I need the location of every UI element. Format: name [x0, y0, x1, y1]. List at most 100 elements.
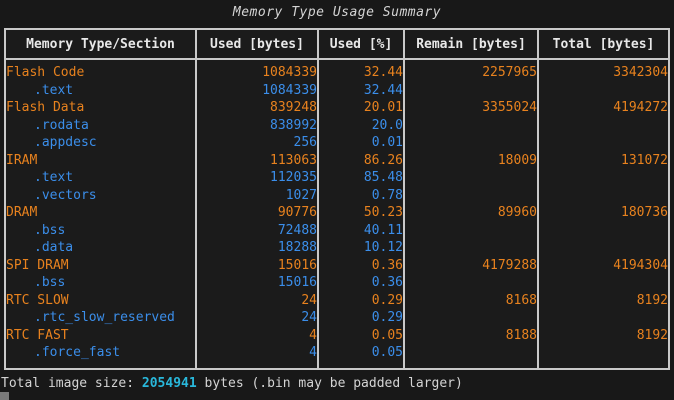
- pct-cell: 0.36: [317, 256, 405, 274]
- pct-cell: 0.01: [317, 134, 405, 152]
- remain-cell: [403, 134, 539, 152]
- remain-cell: 8188: [403, 326, 539, 344]
- pct-cell: 10.12: [317, 239, 405, 257]
- used-cell: 24: [195, 309, 319, 327]
- label-cell: Flash Code: [4, 59, 197, 82]
- pct-cell: 20.0: [317, 116, 405, 134]
- used-cell: 18288: [195, 239, 319, 257]
- used-cell: 838992: [195, 116, 319, 134]
- used-cell: 112035: [195, 169, 319, 187]
- pct-cell: 85.48: [317, 169, 405, 187]
- total-cell: 3342304: [537, 59, 670, 82]
- pct-cell: 86.26: [317, 151, 405, 169]
- total-image-size-line: Total image size: 2054941 bytes (.bin ma…: [0, 376, 674, 391]
- terminal-cursor: [0, 392, 9, 400]
- table-row: Flash Code 1084339 32.44 2257965 3342304: [4, 59, 670, 82]
- pct-cell: 0.36: [317, 274, 405, 292]
- pct-cell: 40.11: [317, 221, 405, 239]
- table-header-row: Memory Type/Section Used [bytes] Used [%…: [4, 28, 670, 60]
- header-total-bytes: Total [bytes]: [537, 28, 670, 60]
- used-cell: 90776: [195, 204, 319, 222]
- table-row: Flash Data 839248 20.01 3355024 4194272: [4, 99, 670, 117]
- remain-cell: [403, 186, 539, 204]
- pct-cell: 0.29: [317, 309, 405, 327]
- pct-cell: 0.05: [317, 326, 405, 344]
- table-row: .force_fast 4 0.05: [4, 344, 670, 369]
- memory-table-body: Flash Code 1084339 32.44 2257965 3342304 .tex…: [4, 59, 670, 369]
- used-cell: 24: [195, 291, 319, 309]
- total-cell: 4194272: [537, 99, 670, 117]
- used-cell: 15016: [195, 274, 319, 292]
- label-cell: .text: [4, 81, 197, 99]
- table-row: .appdesc 256 0.01: [4, 134, 670, 152]
- total-size-suffix: bytes (.bin may be padded larger): [196, 375, 463, 391]
- label-cell: .rodata: [4, 116, 197, 134]
- table-row: RTC FAST 4 0.05 8188 8192: [4, 326, 670, 344]
- total-cell: [537, 134, 670, 152]
- pct-cell: 0.29: [317, 291, 405, 309]
- pct-cell: 32.44: [317, 59, 405, 82]
- remain-cell: 8168: [403, 291, 539, 309]
- remain-cell: 2257965: [403, 59, 539, 82]
- label-cell: Flash Data: [4, 99, 197, 117]
- table-row: .vectors 1027 0.78: [4, 186, 670, 204]
- used-cell: 4: [195, 344, 319, 369]
- table-row: .text 112035 85.48: [4, 169, 670, 187]
- page-title: Memory Type Usage Summary: [232, 5, 442, 20]
- label-cell: RTC FAST: [4, 326, 197, 344]
- used-cell: 15016: [195, 256, 319, 274]
- table-row: .bss 72488 40.11: [4, 221, 670, 239]
- pct-cell: 20.01: [317, 99, 405, 117]
- used-cell: 839248: [195, 99, 319, 117]
- remain-cell: [403, 81, 539, 99]
- remain-cell: [403, 116, 539, 134]
- total-size-prefix: Total image size:: [1, 375, 142, 391]
- label-cell: DRAM: [4, 204, 197, 222]
- table-row: .data 18288 10.12: [4, 239, 670, 257]
- used-cell: 256: [195, 134, 319, 152]
- total-cell: [537, 221, 670, 239]
- total-cell: 4194304: [537, 256, 670, 274]
- remain-cell: [403, 221, 539, 239]
- header-used-percent: Used [%]: [317, 28, 405, 60]
- used-cell: 1027: [195, 186, 319, 204]
- table-row: IRAM 113063 86.26 18009 131072: [4, 151, 670, 169]
- total-cell: 8192: [537, 291, 670, 309]
- label-cell: .bss: [4, 221, 197, 239]
- total-cell: [537, 309, 670, 327]
- label-cell: .appdesc: [4, 134, 197, 152]
- remain-cell: [403, 169, 539, 187]
- header-memory-type-section: Memory Type/Section: [4, 28, 197, 60]
- total-cell: 131072: [537, 151, 670, 169]
- remain-cell: [403, 239, 539, 257]
- used-cell: 72488: [195, 221, 319, 239]
- total-cell: [537, 239, 670, 257]
- used-cell: 1084339: [195, 59, 319, 82]
- remain-cell: [403, 344, 539, 369]
- table-row: .rtc_slow_reserved 24 0.29: [4, 309, 670, 327]
- memory-usage-table: Memory Type/Section Used [bytes] Used [%…: [4, 28, 670, 370]
- remain-cell: [403, 309, 539, 327]
- label-cell: IRAM: [4, 151, 197, 169]
- total-cell: 180736: [537, 204, 670, 222]
- header-used-bytes: Used [bytes]: [195, 28, 319, 60]
- header-remain-bytes: Remain [bytes]: [403, 28, 539, 60]
- pct-cell: 50.23: [317, 204, 405, 222]
- label-cell: .bss: [4, 274, 197, 292]
- label-cell: .rtc_slow_reserved: [4, 309, 197, 327]
- table-row: DRAM 90776 50.23 89960 180736: [4, 204, 670, 222]
- total-cell: 8192: [537, 326, 670, 344]
- total-cell: [537, 274, 670, 292]
- table-row: SPI DRAM 15016 0.36 4179288 4194304: [4, 256, 670, 274]
- label-cell: .text: [4, 169, 197, 187]
- table-row: RTC SLOW 24 0.29 8168 8192: [4, 291, 670, 309]
- total-cell: [537, 116, 670, 134]
- table-row: .text 1084339 32.44: [4, 81, 670, 99]
- used-cell: 113063: [195, 151, 319, 169]
- remain-cell: 4179288: [403, 256, 539, 274]
- total-cell: [537, 81, 670, 99]
- pct-cell: 0.78: [317, 186, 405, 204]
- label-cell: RTC SLOW: [4, 291, 197, 309]
- total-cell: [537, 186, 670, 204]
